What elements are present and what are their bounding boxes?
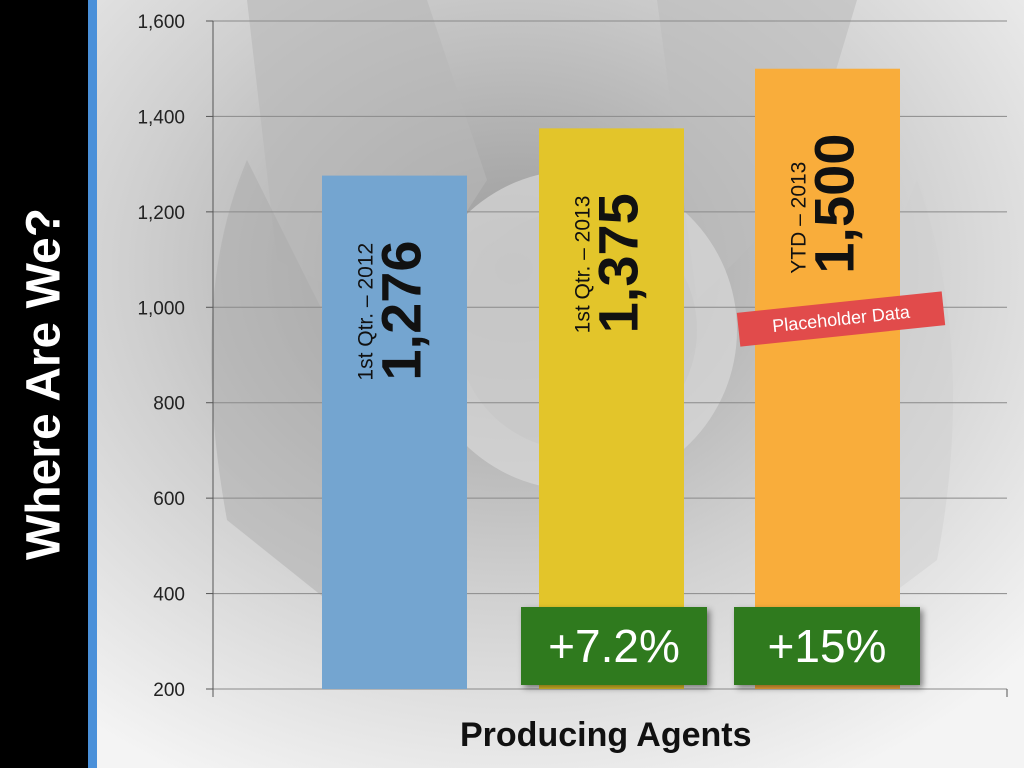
bar bbox=[322, 175, 467, 689]
bar-value-label: 1,276 bbox=[370, 240, 433, 380]
change-badge-q1-2013: +7.2% bbox=[521, 607, 707, 685]
bar-value-label: 1,500 bbox=[803, 134, 866, 274]
bar-category-label: 1st Qtr. – 2013 bbox=[572, 196, 595, 334]
change-badge-ytd-2013: +15% bbox=[734, 607, 920, 685]
bar bbox=[539, 128, 684, 689]
y-tick-label: 1,600 bbox=[137, 12, 185, 33]
y-tick-label: 800 bbox=[153, 394, 185, 415]
sidebar-accent-stripe bbox=[88, 0, 97, 768]
y-tick-label: 1,400 bbox=[137, 107, 185, 128]
y-tick-label: 1,200 bbox=[137, 203, 185, 224]
x-axis-title: Producing Agents bbox=[460, 716, 752, 754]
y-tick-label: 600 bbox=[153, 489, 185, 510]
y-tick-label: 200 bbox=[153, 680, 185, 701]
bar-category-label: 1st Qtr. – 2012 bbox=[355, 243, 378, 381]
y-tick-label: 1,000 bbox=[137, 298, 185, 319]
sidebar: Where Are We? bbox=[0, 0, 88, 768]
bar-value-label: 1,375 bbox=[587, 193, 650, 333]
bar bbox=[755, 68, 900, 689]
bar-category-label: YTD – 2013 bbox=[788, 162, 811, 274]
y-tick-label: 400 bbox=[153, 585, 185, 606]
